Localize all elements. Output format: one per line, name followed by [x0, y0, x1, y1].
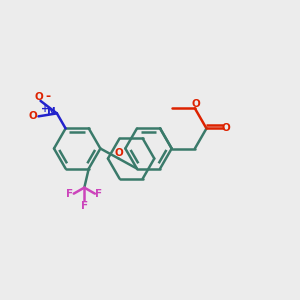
Text: O: O: [29, 111, 38, 122]
Text: F: F: [66, 189, 73, 199]
Text: O: O: [221, 123, 230, 134]
Text: +: +: [41, 104, 49, 114]
Text: F: F: [95, 189, 103, 199]
Text: O: O: [192, 100, 201, 110]
Text: O: O: [35, 92, 44, 102]
Text: O: O: [114, 148, 123, 158]
Text: F: F: [81, 201, 88, 211]
Text: -: -: [45, 90, 50, 103]
Text: N: N: [47, 107, 56, 117]
